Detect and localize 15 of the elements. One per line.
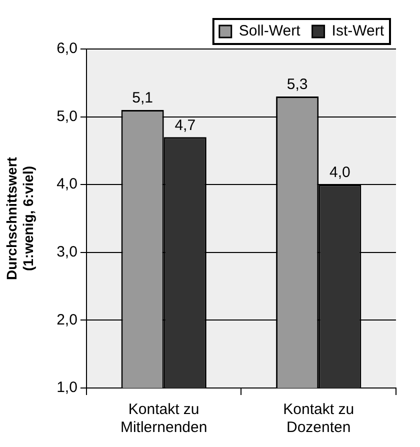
y-tick-label: 3,0 xyxy=(56,244,78,261)
y-tick-label: 5,0 xyxy=(56,108,78,125)
x-tick-label: Kontakt zu Dozenten xyxy=(283,401,354,436)
x-tick-label: Kontakt zu Mitlernenden xyxy=(120,401,208,436)
data-label: 4,7 xyxy=(174,116,196,134)
data-label: 5,3 xyxy=(286,76,308,94)
y-tick-label: 2,0 xyxy=(56,311,78,328)
legend-label: Ist-Wert xyxy=(332,22,385,40)
legend-label: Soll-Wert xyxy=(238,22,302,40)
y-axis-title: Durchschnittswert (1:wenig, 6:viel) xyxy=(3,156,36,280)
y-tick-label: 4,0 xyxy=(56,176,78,193)
y-tick-label: 6,0 xyxy=(56,40,78,58)
data-label: 4,0 xyxy=(329,164,350,182)
y-tick-label: 1,0 xyxy=(56,379,78,396)
data-label: 5,1 xyxy=(132,90,153,107)
